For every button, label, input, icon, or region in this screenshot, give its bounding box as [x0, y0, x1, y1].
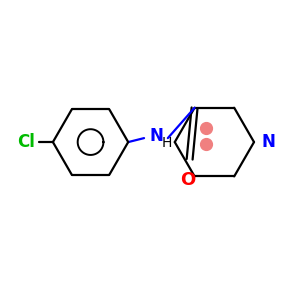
Text: Cl: Cl	[17, 133, 35, 151]
Text: N: N	[149, 127, 163, 145]
Text: O: O	[180, 171, 195, 189]
Text: H: H	[162, 136, 172, 150]
Text: N: N	[262, 133, 276, 151]
